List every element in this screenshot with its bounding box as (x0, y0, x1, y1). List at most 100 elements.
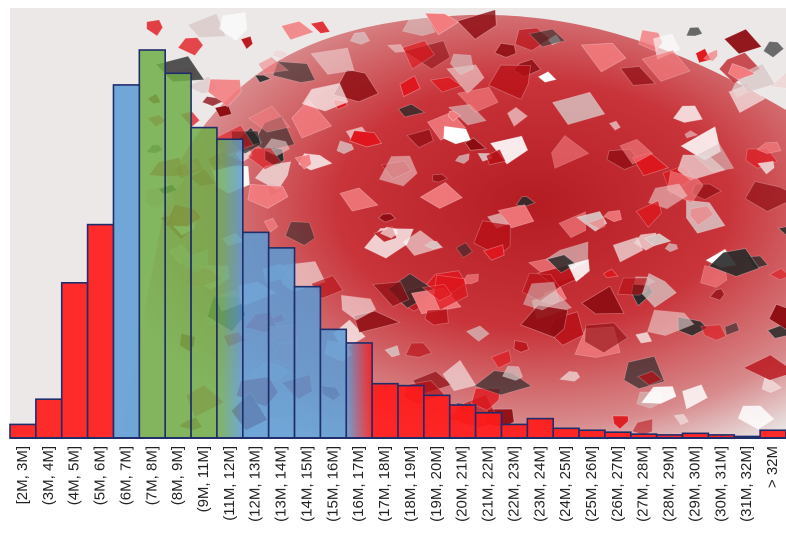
glass-shard (522, 281, 560, 311)
glass-shard (709, 288, 725, 301)
glass-shard (737, 405, 775, 430)
glass-shard (520, 304, 569, 338)
glass-shard (551, 134, 590, 169)
glass-shard (489, 135, 529, 165)
glass-shard (702, 48, 718, 62)
glass-shard (446, 64, 485, 95)
bar-4 (86, 223, 115, 439)
glass-shard (240, 35, 254, 50)
bar-3 (60, 281, 89, 439)
glass-shard (397, 103, 426, 118)
glass-shard (386, 43, 406, 53)
glass-shard (761, 377, 783, 394)
x-tick-label: (6M, 7M] (117, 446, 134, 505)
glass-shard (641, 49, 691, 82)
x-tick-label: (18M, 19M] (402, 446, 419, 522)
x-tick-label: (21M, 22M] (479, 446, 496, 522)
glass-shard (667, 170, 704, 205)
x-tick-label: > 32M (764, 446, 781, 488)
glass-shard (284, 221, 316, 246)
glass-shard (586, 216, 606, 230)
glass-shard (635, 331, 653, 344)
glass-shard (537, 71, 557, 83)
glass-shard (349, 130, 383, 148)
glass-shard (483, 244, 505, 261)
glass-shard (646, 309, 695, 337)
glass-shard (641, 272, 678, 308)
glass-shard (405, 342, 433, 358)
glass-shard (515, 195, 536, 208)
glass-shard (612, 236, 644, 263)
glass-shard (490, 349, 512, 369)
glass-shard (694, 142, 735, 173)
glass-shard (513, 340, 530, 353)
glass-shard (619, 138, 654, 165)
bar-19 (474, 411, 503, 439)
glass-shard (559, 370, 581, 382)
glass-shard (766, 323, 786, 339)
bar-23 (578, 429, 606, 439)
bar-1 (9, 423, 37, 439)
glass-shard (340, 294, 377, 321)
glass-shard (291, 99, 333, 139)
glass-shard (424, 308, 449, 326)
x-tick-label: (12M, 13M] (247, 446, 264, 522)
glass-shard (580, 285, 625, 315)
glass-shard (254, 74, 272, 83)
bar-12 (293, 285, 322, 439)
glass-shard (768, 303, 786, 330)
glass-shard (449, 53, 474, 76)
glass-shard (584, 322, 629, 354)
glass-shard (363, 227, 414, 259)
glass-shard (551, 91, 606, 125)
glass-shard (432, 173, 449, 183)
glass-shard (708, 248, 760, 277)
glass-shard (336, 140, 355, 155)
x-tick-label: (3M, 4M] (40, 446, 57, 505)
glass-shard (146, 19, 164, 37)
glass-shard (488, 64, 532, 100)
glass-shard (377, 213, 397, 223)
glass-shard (637, 370, 663, 386)
glass-shard (406, 128, 434, 149)
glass-shard (744, 181, 786, 212)
x-tick-label: (29M, 30M] (686, 446, 703, 522)
bar-5 (112, 84, 141, 439)
glass-shard (401, 17, 436, 37)
glass-shard (378, 155, 418, 187)
glass-shard (421, 283, 453, 302)
glass-shard (257, 56, 290, 74)
x-tick-label: (17M, 18M] (376, 446, 393, 522)
glass-shard (762, 41, 785, 58)
glass-shard (218, 11, 248, 42)
glass-shard (214, 104, 233, 118)
glass-shard (461, 273, 479, 285)
glass-shard (635, 200, 662, 228)
glass-shard (700, 324, 727, 341)
bar-18 (448, 404, 477, 439)
glass-shard (349, 31, 371, 45)
x-tick-label: (20M, 21M] (454, 446, 471, 522)
glass-shard (528, 28, 567, 48)
bar-15 (371, 382, 399, 439)
glass-shard (456, 86, 499, 113)
glass-shard (497, 204, 535, 229)
glass-shard (546, 254, 578, 274)
glass-shard (263, 217, 279, 233)
glass-shard (672, 105, 704, 123)
glass-shard (402, 40, 436, 70)
bar-6 (138, 49, 167, 439)
glass-shard (372, 281, 410, 307)
x-tick-label: (11M, 12M] (221, 446, 238, 521)
x-tick-label: (4M, 5M] (66, 446, 83, 505)
glass-shard (756, 141, 782, 155)
glass-shard (187, 12, 227, 39)
glass-shard (742, 354, 786, 381)
glass-shard (443, 125, 472, 145)
x-tick-label: (22M, 23M] (505, 446, 522, 522)
x-tick-label: (30M, 31M] (712, 446, 729, 522)
glass-shard (247, 147, 282, 170)
glass-shard (643, 233, 672, 247)
glass-shard (769, 267, 786, 281)
glass-shard (619, 66, 657, 86)
